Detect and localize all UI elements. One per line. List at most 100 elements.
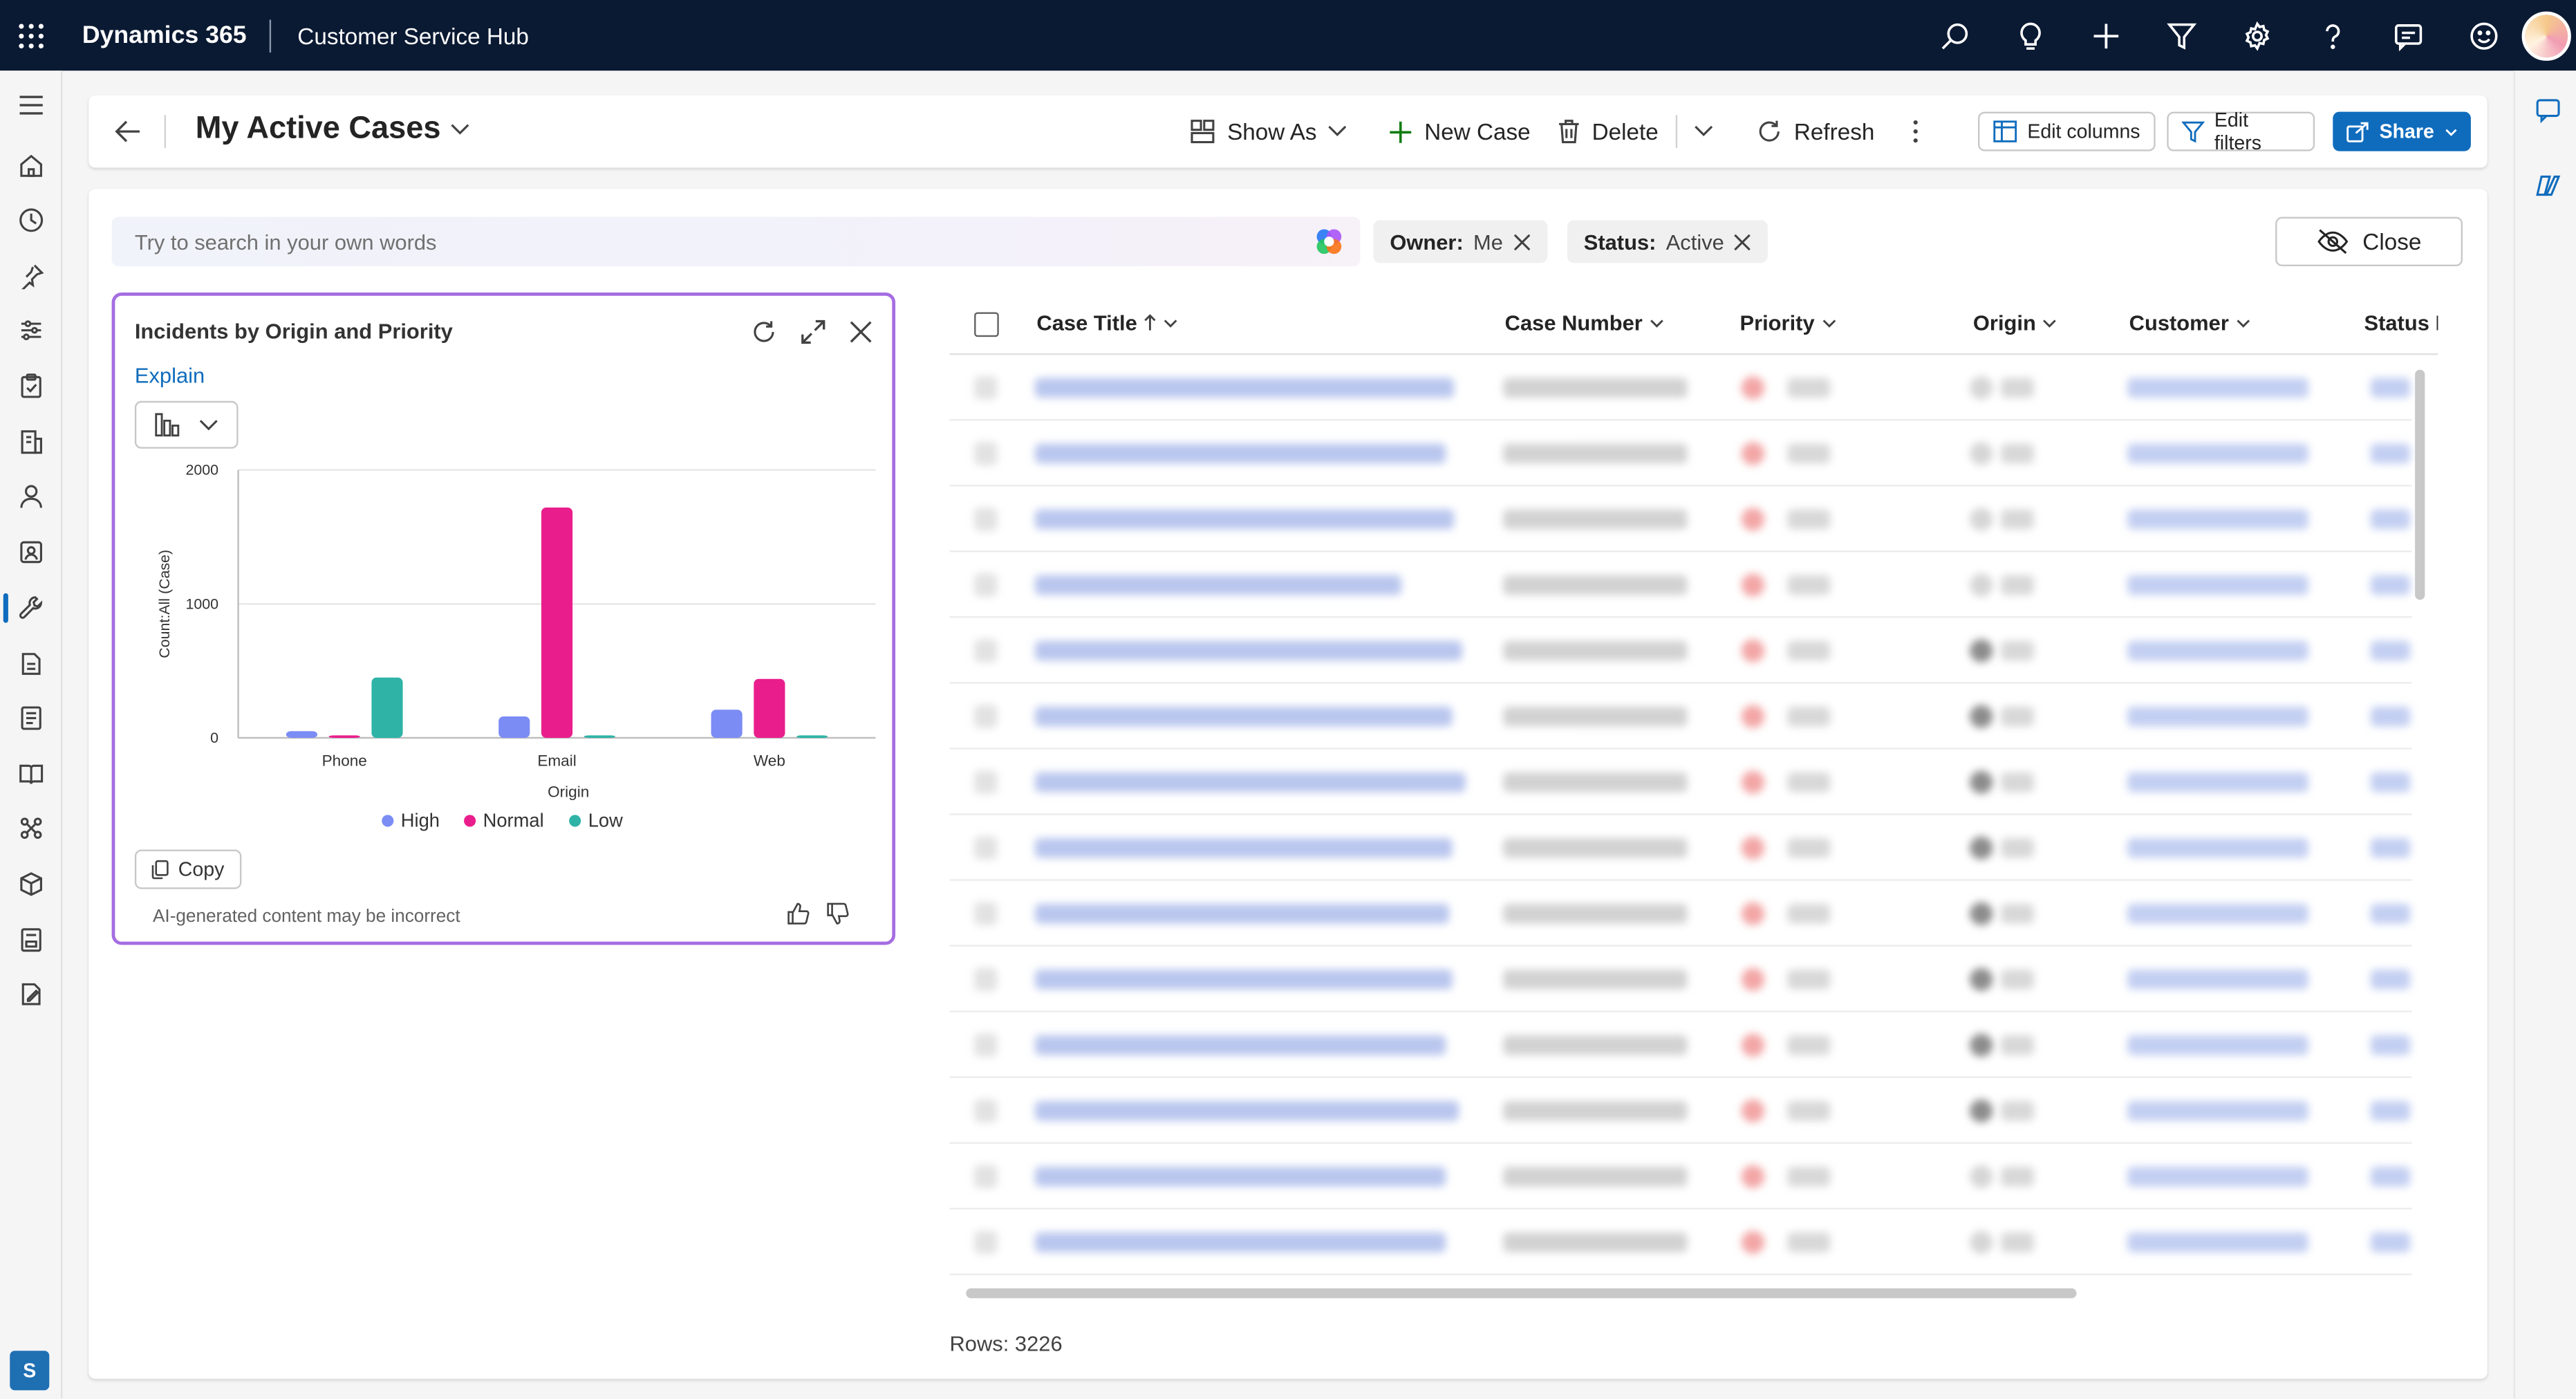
conversation-icon[interactable] [2535,97,2561,124]
thumbs-down-icon[interactable] [826,902,849,925]
horizontal-scrollbar[interactable] [949,1287,2438,1300]
column-header-case-title[interactable]: Case Title [1036,311,1178,335]
products-icon[interactable] [0,860,62,909]
row-checkbox[interactable] [974,705,998,728]
column-header-customer[interactable]: Customer [2129,311,2250,335]
row-checkbox[interactable] [974,1165,998,1189]
contacts-icon[interactable] [0,472,62,521]
chat-icon[interactable] [2371,0,2446,71]
customer-link[interactable] [2127,1232,2308,1252]
close-icon[interactable] [1513,232,1531,250]
filter-chip-owner[interactable]: Owner: Me [1373,220,1548,263]
copy-button[interactable]: Copy [134,849,242,889]
column-header-status-reason[interactable]: Status R [2364,311,2438,335]
gear-icon[interactable] [2219,0,2295,71]
more-commands-chevron[interactable] [1694,112,1714,151]
horizontal-scroll-thumb[interactable] [966,1288,2077,1299]
overflow-menu-icon[interactable] [1912,112,1919,151]
delete-button[interactable]: Delete [1558,112,1659,151]
column-header-origin[interactable]: Origin [1973,311,2057,335]
close-copilot-button[interactable]: Close [2275,216,2463,266]
close-icon[interactable] [1734,232,1752,250]
edit-filters-button[interactable]: Edit filters [2167,109,2315,154]
customer-link[interactable] [2127,970,2308,990]
table-row[interactable] [949,947,2412,1012]
explain-link[interactable]: Explain [134,363,205,388]
customer-link[interactable] [2127,706,2308,727]
share-button[interactable]: Share [2333,111,2471,151]
column-header-case-number[interactable]: Case Number [1505,311,1664,335]
case-title-link[interactable] [1035,706,1453,727]
case-title-link[interactable] [1035,1035,1446,1055]
brand-name[interactable]: Dynamics 365 [82,21,247,50]
row-checkbox[interactable] [974,639,998,663]
customer-link[interactable] [2127,772,2308,793]
case-title-link[interactable] [1035,837,1453,858]
customer-link[interactable] [2127,1167,2308,1187]
table-row[interactable] [949,486,2412,553]
queues-icon[interactable] [0,639,62,688]
filter-icon[interactable] [2144,0,2219,71]
case-title-link[interactable] [1035,640,1462,661]
refresh-button[interactable]: Refresh [1756,112,1874,151]
show-as-chevron[interactable] [1327,112,1347,151]
help-icon[interactable] [2295,0,2371,71]
case-title-link[interactable] [1035,575,1401,595]
row-checkbox[interactable] [974,442,998,465]
lightbulb-icon[interactable] [1992,0,2068,71]
row-checkbox[interactable] [974,967,998,991]
customer-link[interactable] [2127,443,2308,464]
row-checkbox[interactable] [974,508,998,531]
entitlements-icon[interactable] [0,804,62,853]
customer-link[interactable] [2127,378,2308,398]
table-row[interactable] [949,618,2412,684]
row-checkbox[interactable] [974,573,998,597]
home-icon[interactable] [0,141,62,190]
refresh-icon[interactable] [751,319,777,345]
customer-link[interactable] [2127,640,2308,661]
dashboards-icon[interactable] [0,306,62,355]
app-name[interactable]: Customer Service Hub [297,22,529,49]
row-checkbox[interactable] [974,836,998,860]
customer-link[interactable] [2127,575,2308,595]
case-title-link[interactable] [1035,1167,1446,1187]
case-title-link[interactable] [1035,509,1455,530]
table-row[interactable] [949,1012,2412,1078]
cases-icon[interactable] [0,584,62,633]
view-selector[interactable]: My Active Cases [196,112,470,148]
table-row[interactable] [949,355,2412,421]
case-title-link[interactable] [1035,970,1453,990]
avatar[interactable] [2521,10,2571,60]
case-title-link[interactable] [1035,443,1446,464]
chart-type-dropdown[interactable] [134,400,239,449]
close-icon[interactable] [850,320,872,343]
back-button[interactable] [102,106,154,156]
case-title-link[interactable] [1035,903,1449,924]
row-checkbox[interactable] [974,902,998,925]
row-checkbox[interactable] [974,1033,998,1057]
case-title-link[interactable] [1035,1232,1446,1252]
customer-link[interactable] [2127,1101,2308,1121]
table-row[interactable] [949,1078,2412,1144]
customer-link[interactable] [2127,837,2308,858]
table-row[interactable] [949,420,2412,487]
copilot-icon[interactable] [1314,227,1344,257]
show-as-button[interactable]: Show As [1189,112,1317,151]
copilot-icon[interactable] [2535,173,2561,199]
expand-icon[interactable] [800,319,826,345]
recent-icon[interactable] [0,196,62,245]
app-launcher-icon[interactable] [0,0,62,71]
vertical-scroll-thumb[interactable] [2415,369,2425,600]
plus-icon[interactable] [2069,0,2144,71]
area-switcher[interactable]: S [10,1351,50,1391]
case-title-link[interactable] [1035,772,1466,793]
accounts-icon[interactable] [0,418,62,467]
row-checkbox[interactable] [974,1099,998,1122]
table-row[interactable] [949,552,2412,618]
customer-link[interactable] [2127,509,2308,530]
knowledge-search-icon[interactable] [0,750,62,799]
case-title-link[interactable] [1035,1101,1459,1121]
services-icon[interactable] [0,916,62,965]
row-checkbox[interactable] [974,770,998,794]
search-icon[interactable] [1917,0,1992,71]
